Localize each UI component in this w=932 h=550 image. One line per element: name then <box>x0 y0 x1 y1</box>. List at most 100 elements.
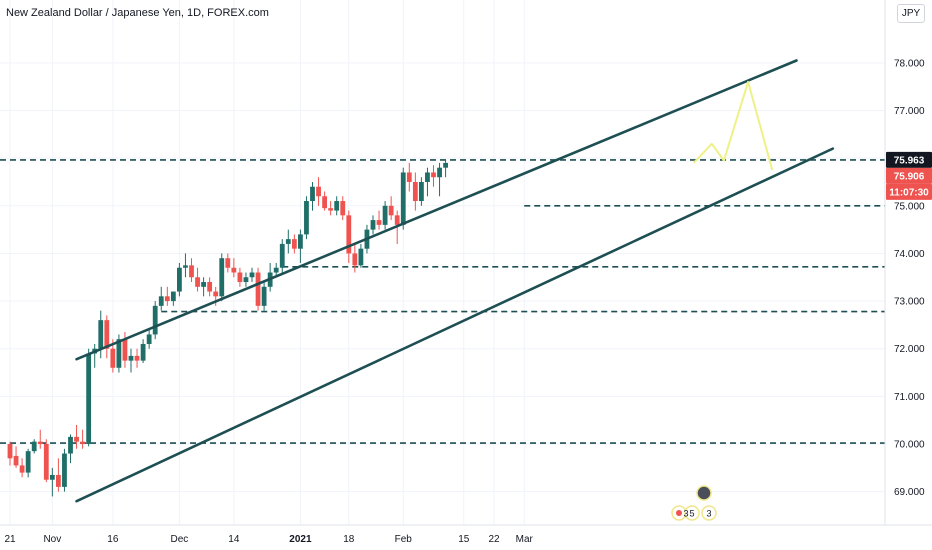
candle-body <box>189 265 194 278</box>
candle-body <box>213 291 219 297</box>
candle-body <box>340 201 346 216</box>
candle-body <box>298 234 303 249</box>
candle-body <box>249 272 255 278</box>
candle-body <box>243 277 249 283</box>
candle-body <box>412 181 418 202</box>
candle-body <box>431 172 436 178</box>
event-badge-icon <box>701 505 717 521</box>
x-tick-label: 15 <box>458 534 470 545</box>
event-count-label: 3 <box>683 509 688 519</box>
x-tick-label: 21 <box>4 534 16 545</box>
candle-body <box>98 320 104 349</box>
candle-body <box>25 451 31 473</box>
candle-body <box>237 272 243 283</box>
candle-body <box>164 296 170 302</box>
candle-body <box>400 172 406 225</box>
currency-button[interactable]: JPY <box>897 4 925 23</box>
candle-body <box>358 248 364 266</box>
channel-lines[interactable] <box>75 59 835 503</box>
x-tick-label: Mar <box>516 534 534 545</box>
y-tick-label: 77.000 <box>894 106 925 117</box>
y-tick-label: 73.000 <box>894 297 925 308</box>
candle-body <box>388 205 394 216</box>
candle-body <box>207 282 213 292</box>
candle-body <box>152 305 158 335</box>
candle-body <box>255 272 261 306</box>
candle-body <box>56 474 61 487</box>
x-tick-label: Dec <box>171 534 189 545</box>
x-tick-label: 22 <box>488 534 500 545</box>
candle-body <box>419 181 424 202</box>
projection-polyline <box>692 80 774 171</box>
candle-body <box>49 474 55 480</box>
candle-body <box>310 186 315 202</box>
candle-body <box>146 334 152 344</box>
candle-body <box>261 286 267 306</box>
y-tick-label: 72.000 <box>894 344 925 355</box>
event-badge-icon <box>684 505 700 521</box>
candle-body <box>285 239 291 244</box>
candle-body <box>116 339 122 368</box>
candle-body <box>382 205 388 225</box>
candle-body <box>158 296 164 306</box>
candle-body <box>86 353 92 445</box>
event-dot-icon <box>676 510 682 516</box>
price-label-box <box>886 167 932 184</box>
candle-body <box>279 243 285 268</box>
price-label-text: 75.963 <box>894 155 925 166</box>
event-badge-icon <box>696 485 712 501</box>
x-tick-label: Feb <box>395 534 413 545</box>
candles-layer <box>7 160 448 497</box>
candle-body <box>183 265 188 268</box>
candle-body <box>37 441 43 445</box>
candle-body <box>225 258 231 268</box>
candle-body <box>304 201 309 235</box>
y-tick-label: 69.000 <box>894 487 925 498</box>
price-label-box <box>886 183 932 200</box>
candle-body <box>195 277 200 287</box>
price-labels: 75.963 75.906 11:07:30 <box>886 151 932 200</box>
candle-body <box>13 455 19 466</box>
candle-body <box>140 343 146 361</box>
candle-body <box>219 258 225 297</box>
grid-layer <box>0 0 885 525</box>
candle-body <box>201 282 206 287</box>
event-count-label: 5 <box>689 509 694 519</box>
candle-body <box>170 291 176 302</box>
x-tick-label: 14 <box>228 534 240 545</box>
x-tick-label: 2021 <box>289 534 312 545</box>
price-label-text: 11:07:30 <box>889 187 929 198</box>
candle-body <box>74 436 79 442</box>
candle-body <box>19 465 25 473</box>
candle-body <box>122 339 128 361</box>
y-tick-label: 74.000 <box>894 249 925 260</box>
candle-body <box>62 453 67 487</box>
price-axis[interactable]: 69.000 70.000 71.000 72.000 73.000 74.000 75.0… <box>894 58 925 498</box>
projection-path[interactable] <box>692 80 774 171</box>
candle-body <box>68 436 73 454</box>
price-label-box <box>886 151 932 168</box>
candle-body <box>291 239 297 249</box>
y-tick-label: 70.000 <box>894 440 925 451</box>
candle-body <box>394 215 400 225</box>
chart-title: New Zealand Dollar / Japanese Yen, 1D, F… <box>6 7 269 19</box>
time-axis[interactable]: 21 Nov 16 Dec 14 2021 18 Feb 15 22 Mar <box>4 534 533 545</box>
event-count-label: 3 <box>706 509 711 519</box>
candle-body <box>273 267 279 273</box>
candle-body <box>437 167 442 178</box>
candle-body <box>134 355 140 361</box>
horizontal-levels <box>0 159 885 444</box>
candle-body <box>110 348 116 368</box>
candle-body <box>370 220 376 230</box>
candle-body <box>376 220 382 225</box>
candle-body <box>425 172 430 182</box>
x-tick-label: 18 <box>343 534 355 545</box>
y-tick-label: 71.000 <box>894 392 925 403</box>
candle-body <box>322 196 327 209</box>
candle-body <box>328 208 334 211</box>
candle-body <box>406 172 412 182</box>
y-tick-label: 75.000 <box>894 201 925 212</box>
